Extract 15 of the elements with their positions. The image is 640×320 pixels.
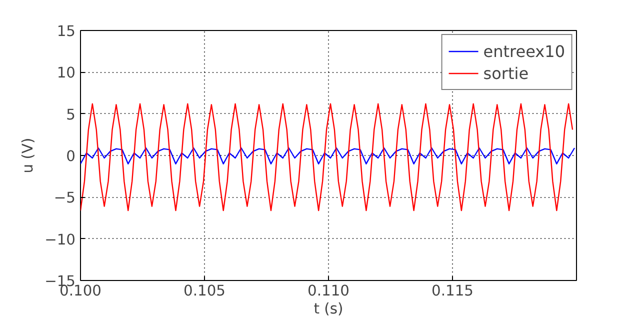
y-tick-label: 0 — [66, 148, 76, 165]
x-tick-label: 0.110 — [308, 282, 350, 300]
legend-label: sortie — [483, 64, 529, 82]
x-tick-label: 0.115 — [432, 282, 474, 300]
y-tick-label: 15 — [56, 23, 76, 40]
y-axis-title: u (V) — [20, 138, 37, 174]
line-series — [80, 147, 576, 164]
x-tick-label: 0.105 — [184, 282, 226, 300]
x-axis-title: t (s) — [314, 300, 344, 318]
y-tick-label: 10 — [56, 64, 76, 82]
y-tick-label: 5 — [66, 106, 76, 124]
line-series — [80, 103, 574, 212]
y-tick-label: −5 — [54, 190, 76, 207]
y-tick-label: −10 — [44, 231, 76, 248]
legend-label: entreex10 — [483, 42, 565, 60]
